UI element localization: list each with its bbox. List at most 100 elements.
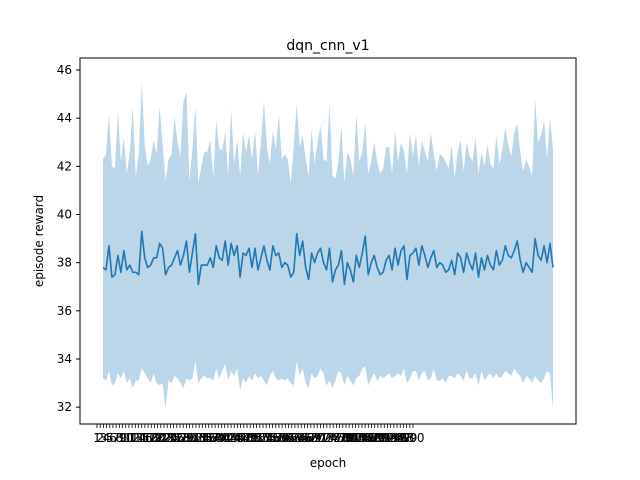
x-tick-label: 83 [351,431,366,445]
x-tick-label: 13 [128,431,143,445]
x-tick-label: 12 [124,431,139,445]
x-tick-label: 96 [393,431,408,445]
x-tick-label: 51 [249,431,264,445]
x-tick-label: 53 [255,431,270,445]
x-tick-label: 11 [121,431,136,445]
x-tick-label: 16 [137,431,152,445]
plot-frame [79,57,577,425]
x-tick-label: 33 [192,431,207,445]
x-tick-label: 89 [370,431,385,445]
x-tick-label: 81 [345,431,360,445]
x-tick-label: 98 [399,431,414,445]
x-tick-label: 3 [100,431,108,445]
x-tick-label: 25 [166,431,181,445]
x-tick-label: 86 [361,431,376,445]
x-tick-label: 90 [373,431,388,445]
x-tick-label: 2 [96,431,104,445]
x-tick-label: 49 [243,431,258,445]
x-tick-label: 63 [287,431,302,445]
x-tick-label: 32 [188,431,203,445]
x-tick-label: 37 [204,431,219,445]
x-tick-label: 36 [201,431,216,445]
x-tick-label: 56 [265,431,280,445]
y-tick-label: 42 [57,159,72,173]
y-tick-label: 34 [57,352,72,366]
x-tick-label: 74 [322,431,337,445]
x-tick-label: 88 [367,431,382,445]
x-tick-label: 73 [319,431,334,445]
x-tick-label: 75 [326,431,341,445]
chart-title: dqn_cnn_v1 [286,38,369,54]
x-tick-label: 76 [329,431,344,445]
x-tick-label: 85 [357,431,372,445]
confidence-band-layer [103,82,553,410]
x-tick-label: 15 [134,431,149,445]
x-tick-label: 62 [284,431,299,445]
y-tick-label: 40 [57,208,72,222]
x-tick-label: 14 [131,431,146,445]
x-tick-label: 59 [274,431,289,445]
x-tick-label: 60 [278,431,293,445]
x-tick-label: 47 [236,431,251,445]
x-tick-label: 4 [103,431,111,445]
x-tick-label: 77 [332,431,347,445]
x-tick-label: 35 [198,431,213,445]
x-tick-label: 84 [354,431,369,445]
x-tick-label: 80 [342,431,357,445]
x-tick-label: 71 [313,431,328,445]
x-tick-label: 95 [389,431,404,445]
x-tick-label: 21 [153,431,168,445]
x-tick-label: 22 [156,431,171,445]
x-tick-label: 43 [223,431,238,445]
y-axis-label: episode reward [32,195,46,287]
confidence-band [103,82,553,410]
x-tick-label: 19 [147,431,162,445]
x-tick-label: 8 [116,431,124,445]
x-tick-label: 99 [402,431,417,445]
x-tick-label: 93 [383,431,398,445]
x-tick-label: 31 [185,431,200,445]
x-tick-label: 69 [306,431,321,445]
x-tick-label: 87 [364,431,379,445]
x-tick-label: 79 [338,431,353,445]
x-tick-label: 91 [377,431,392,445]
x-tick-label: 9 [119,431,127,445]
x-tick-label: 94 [386,431,401,445]
x-tick-label: 10 [118,431,133,445]
mean-line [102,230,554,286]
x-tick-label: 78 [335,431,350,445]
x-tick-label: 38 [207,431,222,445]
x-tick-label: 18 [144,431,159,445]
x-tick-label: 39 [211,431,226,445]
x-tick-label: 44 [227,431,242,445]
x-tick-label: 66 [297,431,312,445]
x-tick-label: 45 [230,431,245,445]
x-tick-label: 46 [233,431,248,445]
x-axis: 1234567891011121314151617181920212223242… [93,424,424,445]
x-tick-label: 29 [179,431,194,445]
x-tick-label: 24 [163,431,178,445]
x-tick-label: 23 [160,431,175,445]
x-tick-label: 65 [294,431,309,445]
x-tick-label: 7 [112,431,120,445]
x-tick-label: 5 [106,431,114,445]
x-tick-label: 70 [310,431,325,445]
x-tick-label: 50 [246,431,261,445]
x-tick-label: 27 [172,431,187,445]
x-tick-label: 67 [300,431,315,445]
x-axis-label: epoch [310,456,347,470]
x-tick-label: 72 [316,431,331,445]
y-tick-label: 46 [57,63,72,77]
x-tick-label: 54 [259,431,274,445]
x-tick-label: 41 [217,431,232,445]
y-axis: 32 34 36 38 40 42 44 46 [57,63,80,414]
x-tick-label: 64 [290,431,305,445]
x-tick-label: 28 [176,431,191,445]
x-tick-label: 34 [195,431,210,445]
x-tick-label: 82 [348,431,363,445]
x-tick-label: 97 [396,431,411,445]
x-tick-label: 100 [402,431,425,445]
y-tick-label: 38 [57,256,72,270]
